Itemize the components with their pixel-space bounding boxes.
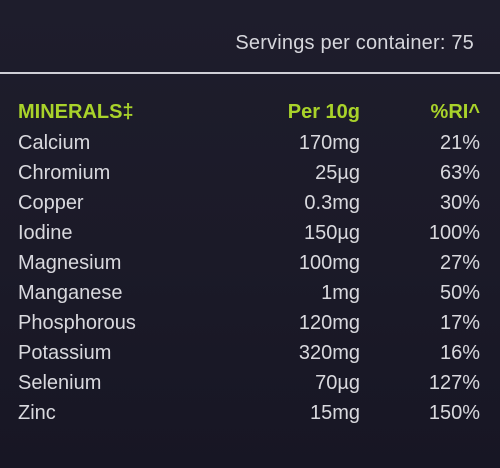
per-10g-value: 120mg [298,312,360,334]
per-10g-value: 70µg [315,372,360,394]
mineral-name: Magnesium [18,252,122,274]
header-ri: %RI^ [430,101,480,123]
ri-value: 50% [439,282,480,304]
header-per-10g: Per 10g [287,101,360,123]
ri-value: 27% [439,252,480,274]
per-10g-value: 15mg [309,402,360,424]
table-row: Zinc 15mg 150% [18,398,480,428]
ri-value: 150% [428,402,480,424]
mineral-name: Calcium [18,132,91,154]
per-10g-value: 25µg [315,162,360,184]
divider-line [0,72,500,74]
mineral-name: Copper [18,192,84,214]
ri-value: 63% [439,162,480,184]
servings-per-container: Servings per container: 75 [235,32,474,54]
mineral-name: Chromium [18,162,111,184]
mineral-name: Potassium [18,342,112,364]
mineral-name: Selenium [18,372,102,394]
minerals-table: MINERALS‡ Per 10g %RI^ Calcium 170mg 21%… [18,96,480,428]
table-row: Copper 0.3mg 30% [18,188,480,218]
ri-value: 17% [439,312,480,334]
per-10g-value: 1mg [321,282,360,304]
header-minerals: MINERALS‡ [18,101,134,123]
per-10g-value: 320mg [298,342,360,364]
table-row: Manganese 1mg 50% [18,278,480,308]
table-row: Chromium 25µg 63% [18,158,480,188]
table-row: Calcium 170mg 21% [18,128,480,158]
per-10g-value: 150µg [303,222,360,244]
ri-value: 16% [439,342,480,364]
per-10g-value: 100mg [298,252,360,274]
per-10g-value: 170mg [298,132,360,154]
ri-value: 30% [439,192,480,214]
table-row: Iodine 150µg 100% [18,218,480,248]
table-row: Potassium 320mg 16% [18,338,480,368]
table-row: Phosphorous 120mg 17% [18,308,480,338]
table-row: Magnesium 100mg 27% [18,248,480,278]
mineral-name: Phosphorous [18,312,136,334]
mineral-name: Iodine [18,222,73,244]
mineral-name: Zinc [18,402,56,424]
per-10g-value: 0.3mg [304,192,360,214]
ri-value: 100% [428,222,480,244]
ri-value: 21% [439,132,480,154]
ri-value: 127% [428,372,480,394]
table-row: Selenium 70µg 127% [18,368,480,398]
table-header-row: MINERALS‡ Per 10g %RI^ [18,96,480,128]
mineral-name: Manganese [18,282,123,304]
